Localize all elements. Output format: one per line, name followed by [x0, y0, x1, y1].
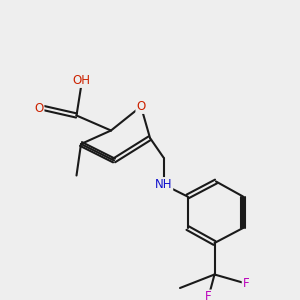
- Text: OH: OH: [72, 74, 90, 87]
- Text: F: F: [243, 277, 249, 290]
- Text: O: O: [136, 100, 146, 113]
- Text: O: O: [34, 101, 44, 115]
- Text: NH: NH: [155, 178, 172, 191]
- Text: F: F: [205, 290, 212, 300]
